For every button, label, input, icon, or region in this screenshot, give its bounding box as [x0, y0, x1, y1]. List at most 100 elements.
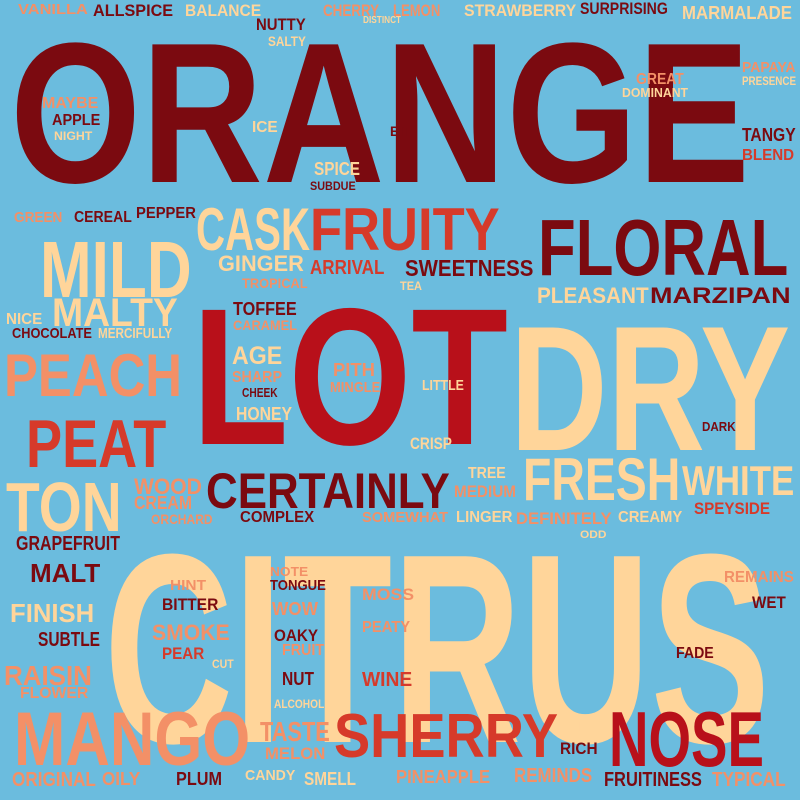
word-pepper: PEPPER	[136, 205, 196, 222]
word-age: AGE	[232, 342, 283, 370]
word-mingle: MINGLE	[330, 379, 381, 396]
word-orchard: ORCHARD	[151, 511, 213, 527]
word-original: ORIGINAL	[12, 769, 96, 791]
word-fade: FADE	[676, 645, 714, 662]
word-bitter: BITTER	[162, 595, 219, 614]
word-crisp: CRISP	[410, 434, 452, 453]
word-ton: TON	[6, 468, 122, 546]
word-balance: BALANCE	[185, 1, 262, 20]
word-raisin: RAISIN	[4, 660, 92, 691]
word-honey: HONEY	[236, 404, 293, 424]
word-peach: PEACH	[4, 342, 183, 409]
word-linger: LINGER	[456, 509, 513, 526]
word-papaya: PAPAYA	[742, 59, 796, 76]
word-complex: COMPLEX	[240, 509, 315, 526]
word-orange: ORANGE	[10, 2, 750, 225]
word-white: WHITE	[682, 457, 795, 504]
word-nice: NICE	[6, 311, 43, 328]
word-somewhat: SOMEWHAT	[362, 509, 449, 526]
word-little: LITTLE	[422, 377, 464, 394]
word-tea: TEA	[400, 279, 422, 293]
word-green: GREEN	[14, 209, 63, 226]
word-subdue: SUBDUE	[310, 179, 356, 193]
word-subtle: SUBTLE	[38, 629, 100, 651]
word-nut: NUT	[282, 669, 314, 689]
word-pineapple: PINEAPPLE	[396, 767, 491, 787]
word-rich: RICH	[560, 739, 598, 758]
word-note: NOTE	[270, 564, 309, 579]
word-toffee: TOFFEE	[233, 299, 297, 319]
word-cream: CREAM	[134, 493, 192, 513]
word-nose: NOSE	[609, 695, 765, 783]
word-ice: ICE	[252, 119, 278, 136]
word-mango: MANGO	[14, 697, 251, 782]
word-ripe: RIPE	[571, 719, 598, 734]
word-moss: MOSS	[362, 585, 415, 604]
word-melon: MELON	[265, 744, 326, 763]
word-pear: PEAR	[162, 644, 205, 663]
word-sharp: SHARP	[232, 369, 283, 386]
word-tropical: TROPICAL	[242, 275, 308, 291]
word-fresh: FRESH	[523, 446, 681, 513]
word-smell: SMELL	[304, 769, 356, 789]
word-grapefruit: GRAPEFRUIT	[16, 533, 120, 555]
word-candy: CANDY	[245, 767, 296, 784]
word-lemon: LEMON	[393, 1, 441, 20]
word-flower: FLOWER	[20, 685, 89, 702]
word-wow: WOW	[272, 599, 318, 619]
word-tree: TREE	[468, 465, 506, 482]
word-tangy: TANGY	[742, 125, 796, 145]
word-chocolate: CHOCOLATE	[12, 325, 92, 342]
word-allspice: ALLSPICE	[93, 1, 174, 20]
word-cherry: CHERRY	[323, 1, 380, 20]
word-plum: PLUM	[176, 769, 222, 789]
word-wood: WOOD	[134, 474, 202, 499]
word-dominant: DOMINANT	[622, 85, 689, 100]
word-spice: SPICE	[314, 159, 361, 179]
word-marzipan: MARZIPAN	[650, 283, 791, 308]
word-typical: TYPICAL	[712, 769, 786, 791]
word-cask: CASK	[196, 196, 311, 263]
word-pith: PITH	[333, 360, 376, 380]
word-blend: BLEND	[742, 147, 795, 164]
word-tongue: TONGUE	[270, 577, 326, 594]
word-lot: LOT	[192, 268, 508, 486]
word-cheek: CHEEK	[242, 385, 278, 400]
word-strawberry: STRAWBERRY	[464, 1, 577, 20]
word-malt: MALT	[30, 558, 101, 588]
word-mercifully: MERCIFULLY	[98, 325, 173, 342]
word-reminds: REMINDS	[514, 765, 593, 787]
word-great: GREAT	[636, 71, 684, 88]
word-definitely: DEFINITELY	[516, 509, 612, 528]
word-fruit: FRUIT	[282, 642, 325, 659]
word-caramel: CARAMEL	[233, 317, 297, 333]
word-arrival: ARRIVAL	[310, 257, 385, 279]
word-citrus: CITRUS	[104, 499, 770, 800]
word-cut: CUT	[212, 657, 234, 671]
word-fruitiness: FRUITINESS	[604, 769, 702, 791]
word-floral: FLORAL	[538, 203, 789, 292]
word-marmalade: MARMALADE	[682, 3, 792, 23]
word-presence: PRESENCE	[742, 74, 797, 88]
word-peaty: PEATY	[362, 619, 411, 636]
word-alcohol: ALCOHOL	[274, 697, 325, 711]
word-vanilla: VANILLA	[18, 1, 88, 18]
word-finish: FINISH	[10, 598, 95, 628]
word-certainly: CERTAINLY	[206, 463, 450, 519]
word-medium: MEDIUM	[454, 482, 516, 501]
word-distinct: DISTINCT	[363, 15, 402, 26]
word-fruity: FRUITY	[310, 196, 500, 263]
word-wet: WET	[752, 593, 786, 612]
word-night: NIGHT	[54, 129, 93, 143]
word-peat: PEAT	[26, 406, 167, 482]
word-malty: MALTY	[52, 291, 178, 335]
word-odd: ODD	[580, 529, 607, 541]
word-dark: DARK	[702, 419, 736, 434]
word-oily: OILY	[102, 769, 141, 789]
word-cereal: CEREAL	[74, 209, 132, 226]
word-creamy: CREAMY	[618, 509, 683, 526]
word-mild: MILD	[40, 225, 192, 314]
word-bit: BIT	[390, 123, 412, 139]
word-smoke: SMOKE	[152, 620, 230, 645]
